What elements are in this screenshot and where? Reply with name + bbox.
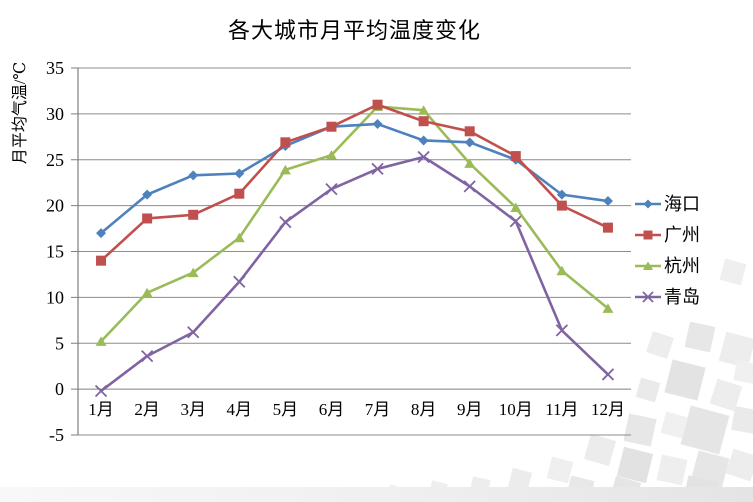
data-point-marker <box>418 116 429 127</box>
chart-title: 各大城市月平均温度变化 <box>227 18 481 43</box>
x-tick-label: 9月 <box>457 400 483 419</box>
data-point-marker <box>188 170 199 181</box>
data-point-marker <box>233 275 246 288</box>
legend-item-广州: 广州 <box>634 219 700 250</box>
legend-item-青岛: 青岛 <box>634 281 700 312</box>
x-tick-label: 1月 <box>88 400 114 419</box>
data-point-marker <box>602 196 613 207</box>
legend-marker-diamond-icon <box>635 199 661 208</box>
data-point-marker <box>187 326 200 339</box>
data-point-marker <box>371 162 384 176</box>
x-tick-label: 6月 <box>319 400 345 419</box>
data-point-marker <box>142 189 153 200</box>
data-point-marker <box>279 216 292 229</box>
data-point-marker <box>556 189 567 200</box>
legend: 海口 广州 杭州 青岛 <box>634 188 700 312</box>
data-point-marker <box>279 164 291 175</box>
data-point-marker <box>418 135 429 146</box>
data-point-marker <box>556 200 567 211</box>
y-tick-label: 20 <box>46 196 64 216</box>
data-point-marker <box>417 150 430 164</box>
x-tick-label: 8月 <box>411 400 437 419</box>
data-point-marker <box>555 324 569 337</box>
legend-label: 海口 <box>664 193 700 214</box>
x-tick-label: 4月 <box>227 400 253 419</box>
data-point-marker <box>509 215 522 228</box>
data-point-marker <box>463 180 476 193</box>
data-point-marker <box>325 182 338 196</box>
y-tick-label: 5 <box>55 333 64 353</box>
x-tick-label: 12月 <box>591 400 625 419</box>
data-point-marker <box>142 213 153 224</box>
data-point-marker <box>372 99 383 110</box>
data-point-marker <box>556 265 568 276</box>
data-point-marker <box>643 261 653 270</box>
data-point-marker <box>187 267 199 278</box>
x-tick-label: 2月 <box>134 400 160 419</box>
y-tick-label: 15 <box>46 242 64 262</box>
data-point-marker <box>602 222 613 233</box>
data-point-marker <box>140 349 154 363</box>
data-point-marker <box>234 188 245 199</box>
data-point-marker <box>464 126 475 137</box>
data-point-marker <box>372 118 383 129</box>
legend-label: 青岛 <box>664 286 700 307</box>
data-point-marker <box>464 158 476 168</box>
data-point-marker <box>325 150 337 160</box>
data-point-marker <box>601 368 615 381</box>
data-point-marker <box>602 303 614 313</box>
x-tick-label: 3月 <box>180 400 206 419</box>
data-point-marker <box>95 336 107 346</box>
series-line-杭州 <box>99 105 610 343</box>
series-markers-杭州 <box>95 101 614 346</box>
legend-marker-square-icon <box>635 230 661 239</box>
series-markers-广州 <box>96 99 613 266</box>
data-point-marker <box>642 290 654 303</box>
x-tick-label: 5月 <box>273 400 299 419</box>
data-point-marker <box>510 202 522 212</box>
data-point-marker <box>643 199 653 208</box>
series-markers-青岛 <box>94 150 615 398</box>
data-point-marker <box>418 105 430 115</box>
y-tick-label: 10 <box>46 287 64 307</box>
y-tick-label: 25 <box>46 150 64 170</box>
x-tick-label: 10月 <box>499 400 533 419</box>
series-line-青岛 <box>99 155 610 393</box>
legend-marker-x-icon <box>635 290 661 303</box>
y-tick-label: 35 <box>46 58 64 78</box>
data-point-marker <box>326 121 337 132</box>
data-point-marker <box>234 168 245 179</box>
legend-item-杭州: 杭州 <box>634 250 700 281</box>
y-tick-label: 30 <box>46 104 64 124</box>
legend-item-海口: 海口 <box>634 188 700 219</box>
data-point-marker <box>280 137 291 148</box>
series-line-广州 <box>99 103 610 262</box>
data-point-marker <box>141 287 153 298</box>
background-band <box>0 487 753 502</box>
data-point-marker <box>510 151 521 162</box>
data-point-marker <box>233 232 245 243</box>
y-tick-label: 0 <box>55 379 64 399</box>
y-tick-label: -5 <box>49 425 64 445</box>
data-point-marker <box>96 228 107 239</box>
x-tick-label: 7月 <box>365 400 391 419</box>
data-point-marker <box>188 209 199 220</box>
legend-label: 杭州 <box>664 255 700 276</box>
x-tick-label: 11月 <box>545 400 578 419</box>
legend-label: 广州 <box>664 224 700 245</box>
legend-marker-triangle-icon <box>635 261 661 270</box>
data-point-marker <box>464 137 475 148</box>
data-point-marker <box>96 255 107 266</box>
data-point-marker <box>94 384 108 398</box>
data-point-marker <box>643 230 653 239</box>
